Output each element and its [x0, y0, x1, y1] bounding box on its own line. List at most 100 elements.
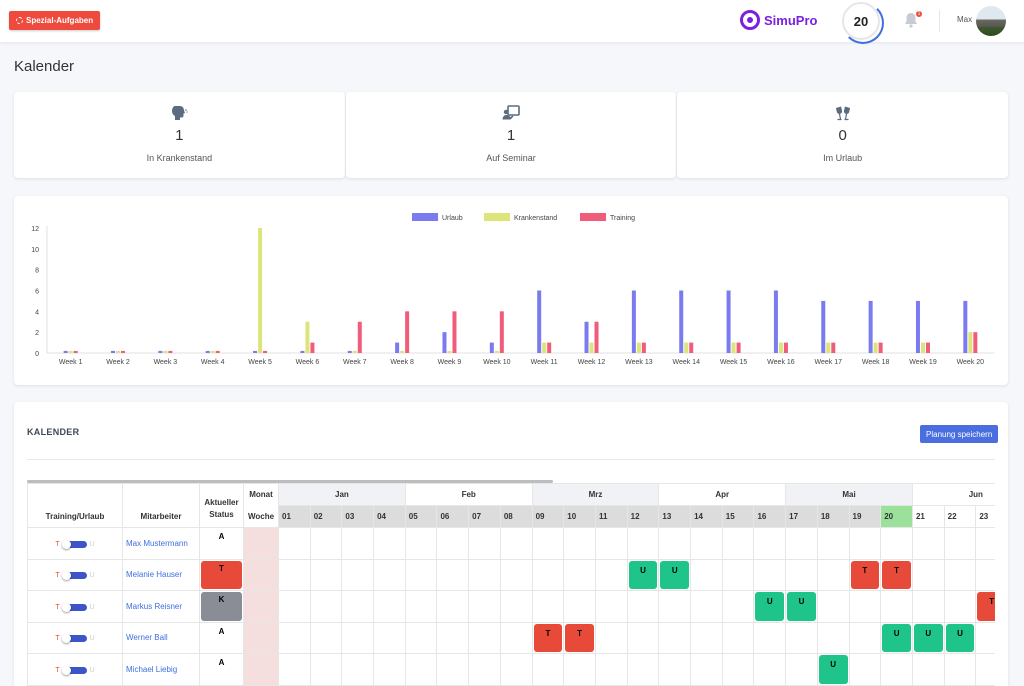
week-cell[interactable]: [309, 621, 343, 654]
week-cell[interactable]: [341, 558, 375, 591]
week-cell[interactable]: [404, 621, 438, 654]
week-cell[interactable]: [721, 558, 755, 591]
employee-name-link[interactable]: Melanie Hauser: [126, 570, 183, 580]
week-cell[interactable]: [690, 527, 723, 560]
week-cell[interactable]: [499, 621, 533, 654]
week-cell[interactable]: [278, 590, 311, 623]
toggle-switch[interactable]: [61, 539, 87, 549]
week-cell[interactable]: T: [531, 621, 565, 654]
week-cell[interactable]: [309, 558, 343, 591]
week-cell[interactable]: [563, 653, 596, 686]
week-cell[interactable]: [594, 653, 628, 686]
week-cell[interactable]: U: [943, 621, 977, 654]
week-header[interactable]: 12: [626, 505, 660, 528]
planned-entry[interactable]: U: [913, 623, 943, 652]
week-cell[interactable]: [531, 527, 565, 560]
week-header[interactable]: 17: [785, 505, 818, 528]
week-cell[interactable]: [690, 590, 723, 623]
week-cell[interactable]: [278, 558, 311, 591]
week-cell[interactable]: [816, 527, 850, 560]
planned-entry[interactable]: T: [850, 560, 880, 589]
planned-entry[interactable]: U: [660, 560, 690, 589]
week-header[interactable]: 04: [373, 505, 406, 528]
week-header[interactable]: 20: [880, 505, 913, 528]
week-cell[interactable]: [848, 621, 882, 654]
week-cell[interactable]: [880, 653, 913, 686]
week-cell[interactable]: [594, 527, 628, 560]
week-header[interactable]: 11: [594, 505, 628, 528]
week-cell[interactable]: [721, 621, 755, 654]
week-header[interactable]: 19: [848, 505, 882, 528]
week-cell[interactable]: U: [911, 621, 945, 654]
week-cell[interactable]: [499, 558, 533, 591]
planung-speichern-button[interactable]: Planung speichern: [920, 425, 999, 443]
week-cell[interactable]: [373, 558, 406, 591]
notifications-button[interactable]: 1: [903, 11, 922, 28]
week-cell[interactable]: [563, 590, 596, 623]
week-cell[interactable]: [373, 590, 406, 623]
week-cell[interactable]: [626, 590, 660, 623]
employee-name-link[interactable]: Max Mustermann: [126, 538, 188, 548]
week-header[interactable]: 02: [309, 505, 343, 528]
week-header[interactable]: 18: [816, 505, 850, 528]
week-cell[interactable]: [880, 590, 913, 623]
week-cell[interactable]: [753, 527, 787, 560]
week-cell[interactable]: [721, 653, 755, 686]
week-cell[interactable]: [468, 621, 501, 654]
planned-entry[interactable]: U: [882, 623, 911, 652]
week-cell[interactable]: [341, 590, 375, 623]
week-cell[interactable]: U: [785, 590, 818, 623]
week-header[interactable]: 03: [341, 505, 375, 528]
toggle-switch[interactable]: [61, 571, 87, 581]
week-cell[interactable]: T: [563, 621, 596, 654]
week-cell[interactable]: [309, 653, 343, 686]
week-cell[interactable]: U: [753, 590, 787, 623]
week-cell[interactable]: [594, 558, 628, 591]
week-cell[interactable]: [404, 653, 438, 686]
week-cell[interactable]: [436, 621, 470, 654]
week-cell[interactable]: U: [626, 558, 660, 591]
week-cell[interactable]: [721, 527, 755, 560]
planned-entry[interactable]: U: [628, 560, 658, 589]
planned-entry[interactable]: U: [818, 655, 848, 684]
planned-entry[interactable]: U: [755, 592, 785, 621]
week-cell[interactable]: U: [816, 653, 850, 686]
week-cell[interactable]: [721, 590, 755, 623]
week-cell[interactable]: [785, 527, 818, 560]
week-cell[interactable]: [278, 653, 311, 686]
week-header[interactable]: 07: [468, 505, 501, 528]
week-header[interactable]: 14: [690, 505, 723, 528]
week-cell[interactable]: [785, 558, 818, 591]
week-cell[interactable]: [690, 653, 723, 686]
employee-name-link[interactable]: Markus Reisner: [126, 601, 183, 611]
week-cell[interactable]: [753, 653, 787, 686]
week-header[interactable]: 21: [911, 505, 945, 528]
week-cell[interactable]: [373, 653, 406, 686]
week-cell[interactable]: [278, 527, 311, 560]
week-cell[interactable]: T: [975, 590, 995, 623]
planned-entry[interactable]: T: [565, 623, 594, 652]
toggle-switch[interactable]: [61, 634, 87, 644]
week-cell[interactable]: T: [848, 558, 882, 591]
week-cell[interactable]: [753, 621, 787, 654]
week-header[interactable]: 13: [658, 505, 692, 528]
week-cell[interactable]: [468, 527, 501, 560]
week-cell[interactable]: [911, 590, 945, 623]
week-cell[interactable]: [658, 590, 692, 623]
week-cell[interactable]: [848, 527, 882, 560]
week-cell[interactable]: [468, 653, 501, 686]
week-cell[interactable]: [436, 527, 470, 560]
week-cell[interactable]: [848, 653, 882, 686]
week-cell[interactable]: [404, 590, 438, 623]
week-cell[interactable]: [658, 527, 692, 560]
week-cell[interactable]: [880, 527, 913, 560]
planned-entry[interactable]: T: [533, 623, 563, 652]
week-cell[interactable]: [531, 558, 565, 591]
week-cell[interactable]: [975, 558, 995, 591]
week-header[interactable]: 09: [531, 505, 565, 528]
week-header[interactable]: 10: [563, 505, 596, 528]
week-header[interactable]: 15: [721, 505, 755, 528]
week-cell[interactable]: [373, 527, 406, 560]
